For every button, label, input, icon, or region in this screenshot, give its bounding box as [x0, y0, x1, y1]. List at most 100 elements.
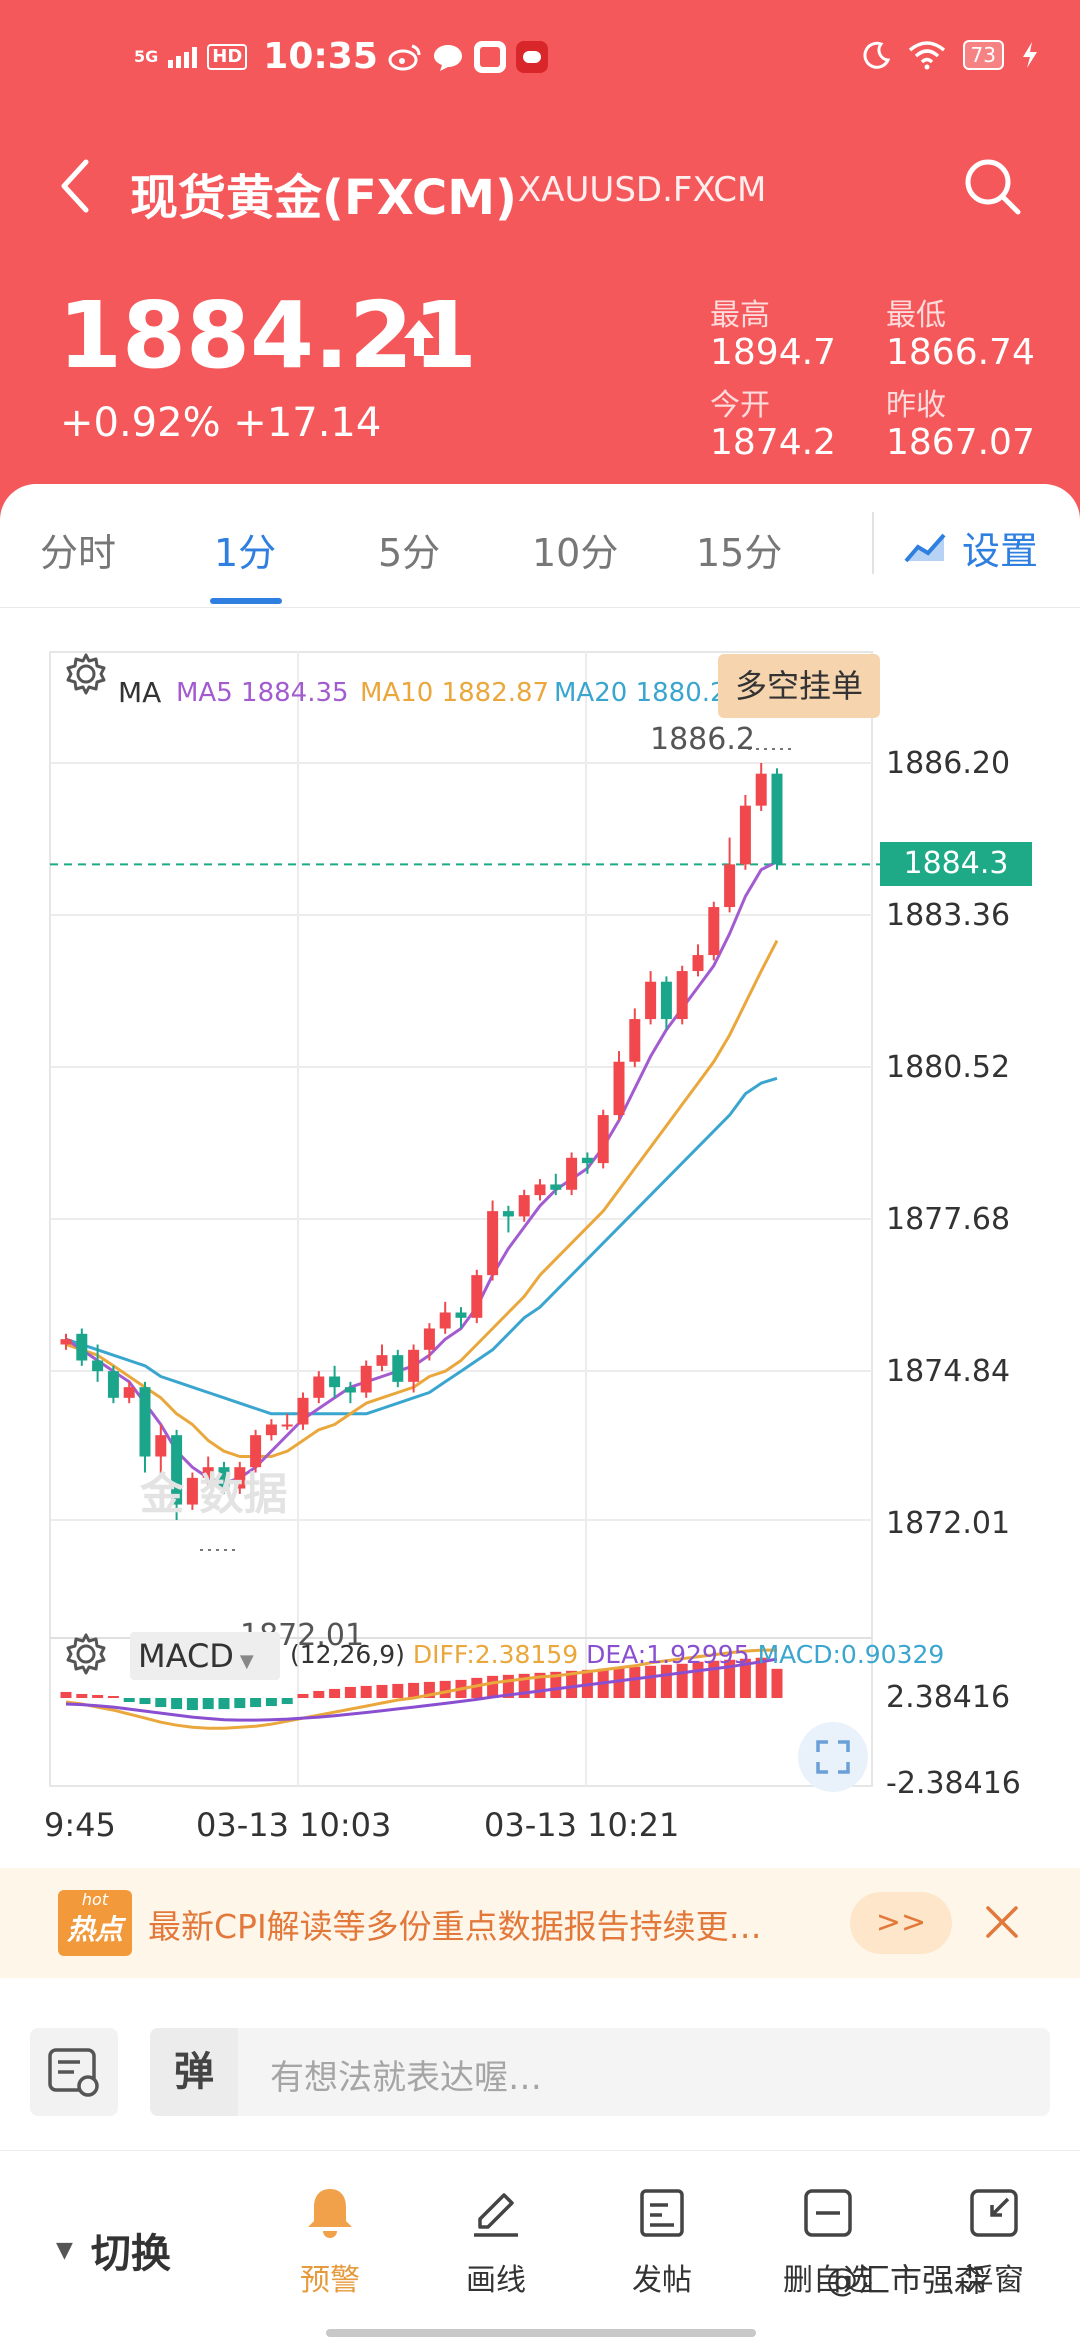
- close-icon[interactable]: [982, 1902, 1022, 1942]
- macd-bar-15: [281, 1698, 293, 1705]
- chart-area[interactable]: MA MA5 1884.35 MA10 1882.87 MA20 1880.29…: [0, 608, 1080, 1868]
- candle-body: [234, 1467, 246, 1489]
- macd-value: MACD:0.90329: [757, 1640, 945, 1669]
- candle-41: [692, 944, 704, 977]
- float-icon: [970, 2189, 1018, 2237]
- search-icon[interactable]: [960, 154, 1024, 218]
- candle-2: [76, 1328, 88, 1366]
- settings-label: 设置: [962, 529, 1039, 573]
- fullscreen-button[interactable]: [798, 1722, 868, 1792]
- macd-y-top: 2.38416: [886, 1680, 1011, 1715]
- tab-10min[interactable]: 10分: [532, 531, 619, 575]
- macd-settings-icon[interactable]: [64, 1632, 108, 1676]
- hot-more-button[interactable]: >>: [850, 1892, 952, 1954]
- author-watermark: @汇市强森: [826, 2261, 987, 2299]
- up-arrow-icon: [404, 320, 434, 356]
- candle-44: [739, 795, 751, 870]
- comment-input[interactable]: 弹 有想法就表达喔…: [150, 2028, 1050, 2116]
- candle-body: [439, 1312, 451, 1329]
- y-label-2: 1883.36: [886, 898, 1011, 933]
- candle-27: [471, 1269, 483, 1324]
- stat-low-value: 1866.74: [886, 332, 1035, 373]
- hot-news-text[interactable]: 最新CPI解读等多份重点数据报告持续更…: [148, 1907, 762, 1946]
- indicator-select[interactable]: MACD ▼: [130, 1632, 280, 1680]
- candle-body: [660, 981, 672, 1020]
- macd-bar-28: [487, 1675, 499, 1698]
- chart-settings-icon: [904, 533, 946, 562]
- macd-bar-22: [392, 1683, 404, 1698]
- candle-43: [724, 837, 736, 913]
- tab-15min[interactable]: 15分: [696, 531, 783, 575]
- quote-card-button[interactable]: [30, 2028, 118, 2116]
- price-change: +0.92% +17.14: [60, 400, 382, 446]
- candle-1: [60, 1333, 72, 1350]
- candle-7: [155, 1424, 167, 1478]
- remove-watchlist-label: 删自选: [783, 2263, 873, 2298]
- macd-bar-27: [471, 1677, 483, 1698]
- macd-bar-5: [123, 1698, 135, 1703]
- status-bar: 5G HD 10:35 73: [0, 30, 1080, 90]
- candle-body: [771, 773, 783, 865]
- alert-button[interactable]: 预警: [270, 2183, 390, 2299]
- ma-settings-icon[interactable]: [64, 652, 108, 696]
- pen-icon: [474, 2193, 518, 2237]
- kline-chart[interactable]: [0, 608, 1080, 1868]
- candle-body: [755, 773, 767, 806]
- candle-body: [218, 1467, 230, 1489]
- macd-diff-line: [65, 1648, 777, 1730]
- candle-body: [297, 1397, 309, 1425]
- alert-label: 预警: [300, 2263, 360, 2298]
- candle-body: [155, 1435, 167, 1457]
- candle-26: [455, 1307, 467, 1329]
- danmu-toggle[interactable]: 弹: [150, 2028, 238, 2116]
- draw-line-button[interactable]: 画线: [436, 2183, 556, 2299]
- candle-body: [376, 1355, 388, 1366]
- back-icon[interactable]: [52, 156, 102, 216]
- macd-bar-46: [771, 1668, 783, 1698]
- candle-body: [202, 1467, 214, 1478]
- candle-body: [739, 805, 751, 865]
- candle-body: [708, 907, 720, 956]
- long-short-orders-button[interactable]: 多空挂单: [718, 654, 880, 718]
- macd-bar-19: [344, 1686, 356, 1698]
- post-icon: [640, 2189, 684, 2237]
- tab-5min[interactable]: 5分: [378, 531, 441, 575]
- macd-bar-44: [739, 1658, 751, 1698]
- macd-bar-1: [60, 1691, 72, 1698]
- tab-intraday[interactable]: 分时: [40, 531, 117, 575]
- y-label-3: 1880.52: [886, 1050, 1011, 1085]
- candle-13: [250, 1429, 262, 1473]
- candle-30: [518, 1189, 530, 1222]
- toutiao-icon: [473, 40, 506, 73]
- hot-badge-text: 热点: [66, 1913, 123, 1946]
- macd-bar-39: [660, 1664, 672, 1698]
- remove-watchlist-button[interactable]: 删自选: [768, 2183, 888, 2299]
- switch-button[interactable]: ▼ 切换: [56, 2221, 171, 2279]
- macd-bar-29: [502, 1674, 514, 1698]
- comment-placeholder: 有想法就表达喔…: [270, 2058, 542, 2098]
- macd-bar-41: [692, 1661, 704, 1698]
- hot-news-banner[interactable]: hot 热点 最新CPI解读等多份重点数据报告持续更… >>: [0, 1868, 1080, 1978]
- x-label-3: 03-13 10:21: [484, 1806, 680, 1844]
- post-button[interactable]: 发帖: [602, 2183, 722, 2299]
- macd-bar-8: [171, 1698, 183, 1710]
- macd-bar-4: [107, 1695, 119, 1698]
- candles: [60, 763, 783, 1520]
- candle-12: [234, 1461, 246, 1494]
- macd-bar-6: [139, 1698, 151, 1705]
- chart-settings-button[interactable]: 设置: [904, 520, 1038, 575]
- candle-body: [534, 1184, 546, 1196]
- hd-badge: HD: [207, 43, 248, 70]
- candle-body: [724, 864, 736, 908]
- moon-icon: [863, 41, 890, 69]
- macd-bar-14: [265, 1698, 277, 1707]
- macd-bar-23: [408, 1682, 420, 1698]
- home-indicator[interactable]: [326, 2329, 756, 2337]
- y-label-4: 1877.68: [886, 1202, 1011, 1237]
- network-type: 5G: [134, 46, 159, 66]
- tab-1min[interactable]: 1分: [214, 531, 277, 575]
- candle-body: [597, 1115, 609, 1164]
- macd-bar-24: [423, 1681, 435, 1698]
- chart-grid: [49, 651, 880, 1787]
- float-window-button[interactable]: 浮窗: [934, 2183, 1054, 2299]
